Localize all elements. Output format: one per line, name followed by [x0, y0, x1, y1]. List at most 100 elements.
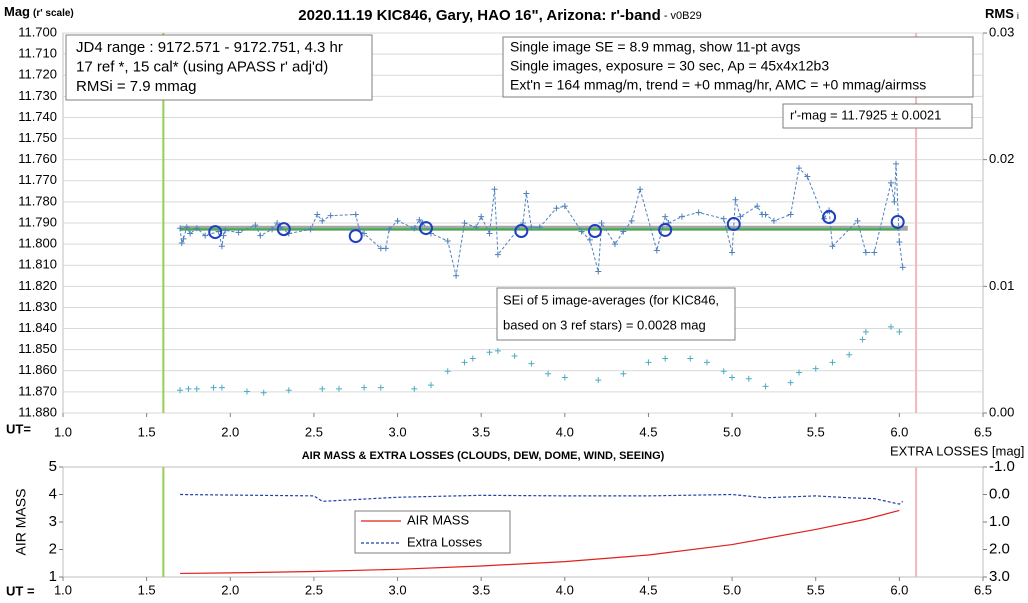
- data-point: [244, 388, 250, 395]
- x-tick-label: 2.0: [221, 424, 239, 439]
- y-tick-label: 11.870: [18, 383, 57, 398]
- x-tick-label: 5.0: [723, 424, 741, 439]
- x-tick-label: 2.5: [305, 582, 323, 597]
- annotation-box: [496, 287, 736, 341]
- x-label: UT =: [6, 583, 35, 598]
- x-tick-label: 1.0: [54, 582, 72, 597]
- x-tick-label: 6.5: [974, 582, 992, 597]
- average-point: [726, 217, 741, 232]
- x-tick-label: 6.0: [890, 424, 908, 439]
- data-point: [444, 368, 451, 375]
- x-tick-label: 3.0: [389, 582, 407, 597]
- data-point: [862, 328, 869, 335]
- data-point: [888, 323, 894, 330]
- data-point: [336, 385, 342, 392]
- data-point: [491, 186, 498, 193]
- data-point: [307, 226, 314, 233]
- data-point: [416, 216, 423, 223]
- data-point: [620, 228, 627, 235]
- y-tick-label: 11.710: [18, 46, 57, 61]
- x-tick-label: 4.5: [639, 582, 657, 597]
- y2-label: EXTRA LOSSES [mag]: [890, 443, 1024, 458]
- data-point: [178, 240, 185, 247]
- y-tick-label: 1: [49, 568, 57, 585]
- data-point: [732, 196, 739, 203]
- y2-tick-label: 0.03: [989, 24, 1014, 39]
- y-tick-label: 11.780: [18, 193, 57, 208]
- x-tick-label: 3.5: [472, 582, 490, 597]
- data-point: [653, 247, 660, 254]
- data-point: [545, 370, 552, 377]
- y-label: Mag (r' scale): [4, 4, 74, 19]
- data-point: [327, 212, 334, 219]
- data-point: [628, 217, 635, 224]
- data-point: [796, 369, 802, 376]
- data-point: [528, 360, 535, 367]
- data-point: [695, 209, 702, 216]
- data-point: [473, 224, 480, 231]
- title: 2020.11.19 KIC846, Gary, HAO 16", Arizon…: [298, 7, 661, 24]
- data-point: [595, 268, 602, 275]
- data-point: [762, 383, 769, 390]
- data-point: [185, 385, 192, 392]
- data-point: [645, 359, 652, 366]
- y-tick-label: 11.820: [18, 278, 57, 293]
- data-point: [745, 375, 752, 382]
- data-point: [770, 217, 777, 224]
- data-point: [220, 232, 227, 239]
- x-tick-label: 6.5: [974, 424, 992, 439]
- plot-area: [62, 466, 984, 578]
- annotation-text: Single images, exposure = 30 sec, Ap = 4…: [510, 58, 829, 74]
- data-point: [896, 328, 903, 335]
- y-tick-label: 11.800: [18, 236, 57, 251]
- data-point: [319, 217, 326, 224]
- data-point: [687, 355, 694, 362]
- annotation-text: based on 3 ref stars) = 0.0028 mag: [503, 317, 706, 332]
- data-point: [377, 245, 384, 252]
- average-point: [418, 221, 433, 236]
- data-point: [352, 211, 359, 218]
- y-tick-label: 11.860: [18, 362, 57, 377]
- y-tick-label: 11.790: [18, 214, 57, 229]
- annotation-box: [502, 36, 974, 98]
- data-point: [411, 225, 418, 232]
- data-point: [377, 384, 384, 391]
- data-point: [285, 387, 292, 394]
- x-label: UT=: [6, 421, 31, 436]
- data-point: [469, 355, 476, 362]
- series-line: [179, 163, 904, 276]
- data-point: [260, 389, 267, 396]
- y-tick-label: 11.880: [18, 404, 57, 419]
- data-point: [528, 224, 535, 231]
- data-point: [193, 225, 200, 232]
- data-point: [762, 211, 769, 218]
- data-point: [578, 228, 585, 235]
- x-tick-label: 3.0: [389, 424, 407, 439]
- x-tick-label: 2.0: [221, 582, 239, 597]
- data-point: [862, 249, 869, 256]
- average-point: [514, 224, 529, 239]
- data-point: [218, 243, 225, 250]
- data-point: [888, 179, 894, 186]
- data-point: [859, 336, 866, 343]
- data-point: [561, 374, 568, 381]
- average-point: [890, 214, 905, 229]
- y-tick-label: 2: [49, 540, 57, 557]
- data-point: [754, 203, 761, 210]
- data-point: [180, 235, 187, 242]
- annotation-text: Ext'n = 164 mmag/m, trend = +0 mmag/hr, …: [510, 77, 926, 93]
- data-point: [787, 379, 794, 386]
- x-tick-label: 4.0: [556, 582, 574, 597]
- data-point: [586, 236, 593, 243]
- data-point: [235, 229, 242, 236]
- annotation-text: SEi of 5 image-averages (for KIC846,: [503, 292, 719, 307]
- average-point: [658, 222, 673, 237]
- data-point: [787, 211, 794, 218]
- x-tick-label: 5.0: [723, 582, 741, 597]
- data-point: [812, 365, 819, 372]
- x-tick-label: 3.5: [472, 424, 490, 439]
- y-label-text: Mag: [4, 4, 30, 19]
- y2-tick-label: 0.00: [989, 404, 1014, 419]
- data-point: [252, 222, 259, 229]
- y-tick-label: 11.770: [18, 172, 57, 187]
